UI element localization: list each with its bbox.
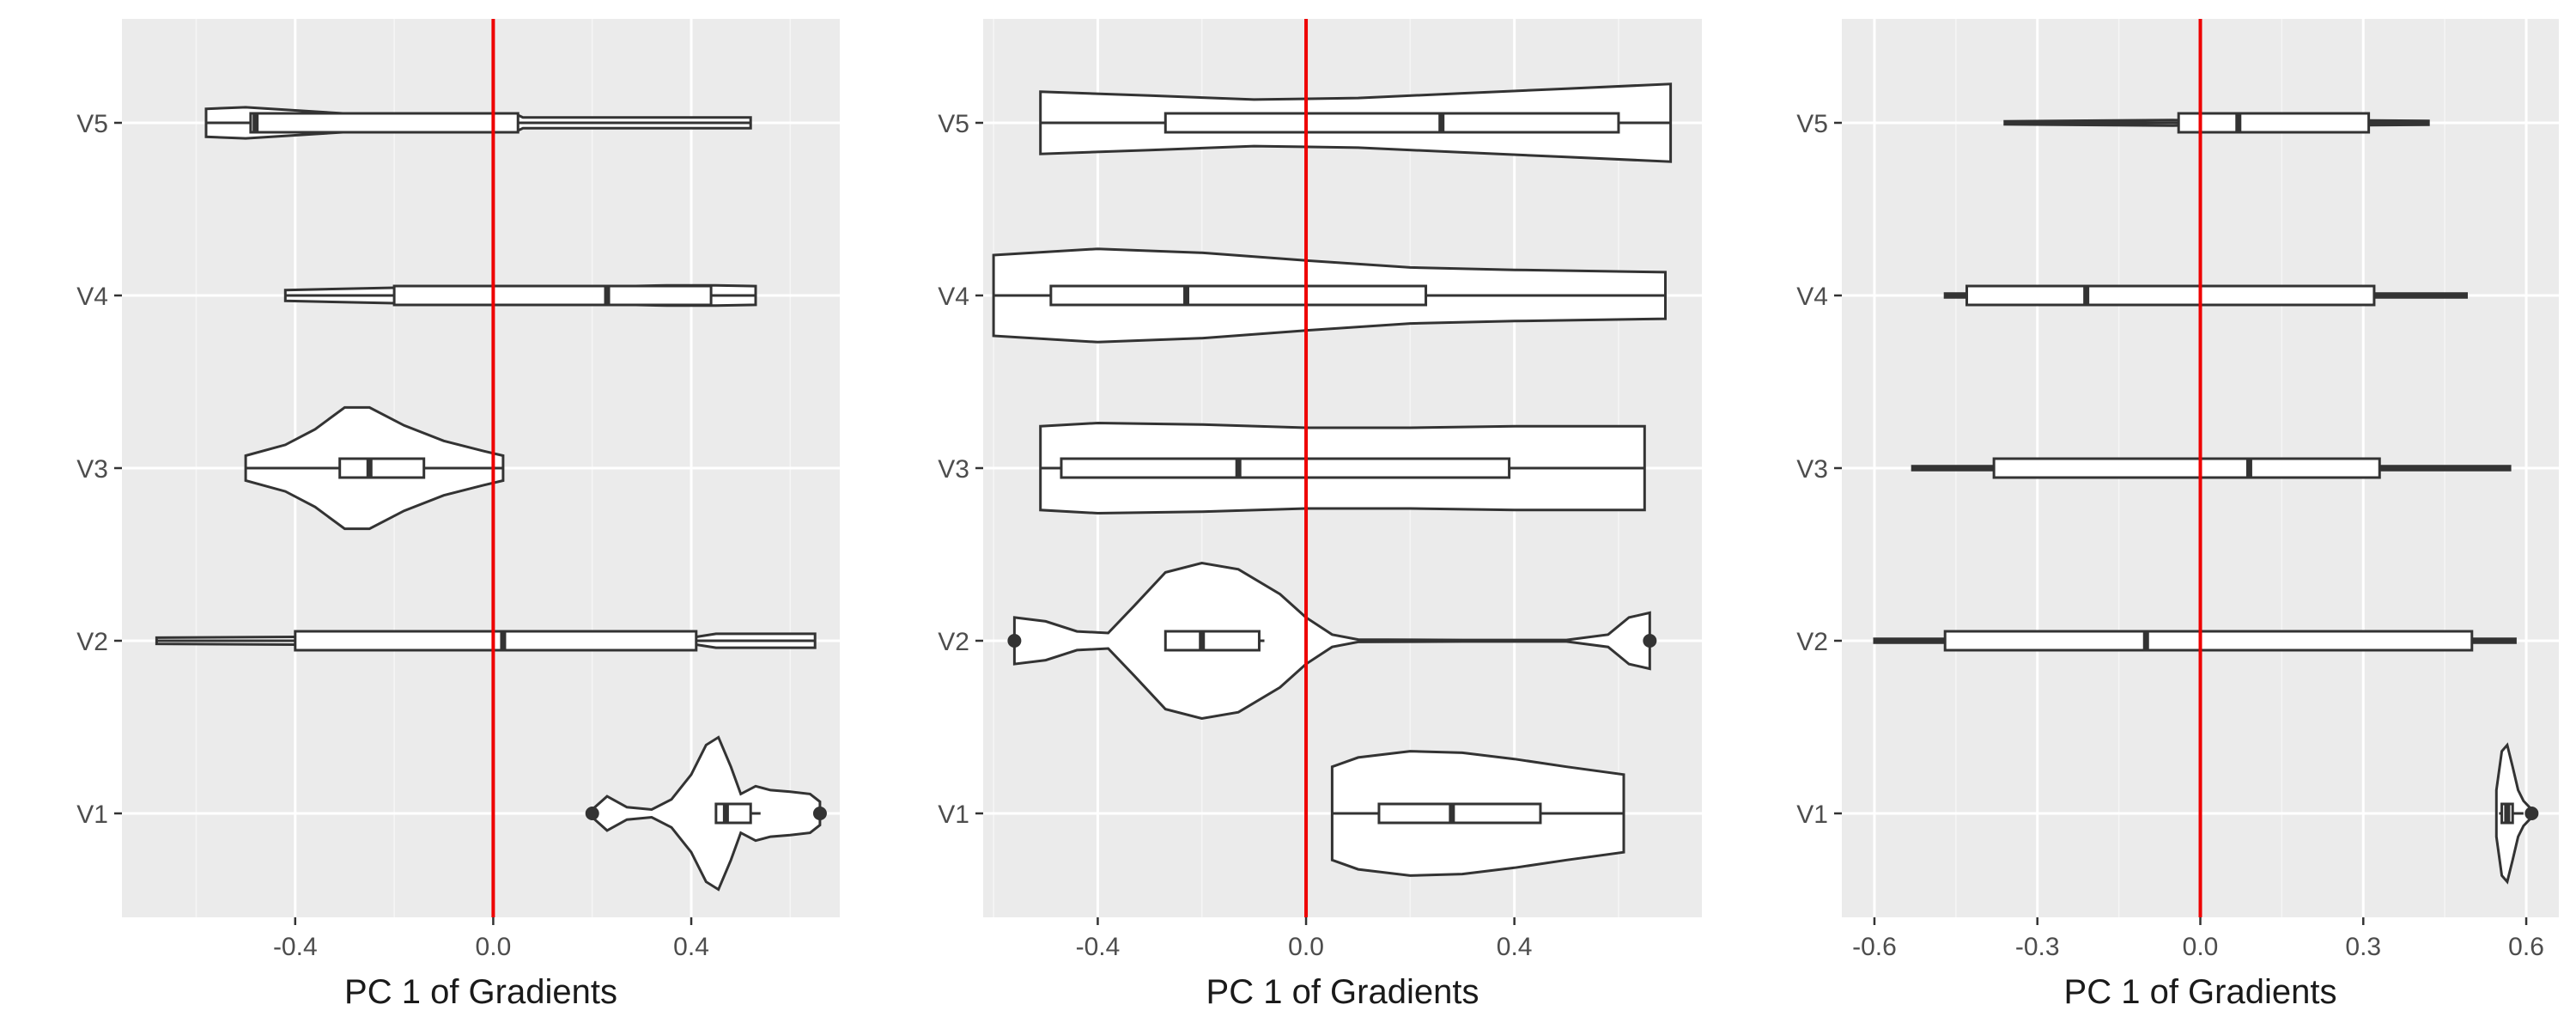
y-tick-label: V1 xyxy=(938,801,969,829)
x-tick-label: 0.6 xyxy=(2508,933,2544,961)
box-iqr xyxy=(249,112,519,134)
violin-V5 xyxy=(1039,82,1673,163)
x-tick-label: 0.3 xyxy=(2345,933,2381,961)
violin-V1 xyxy=(2494,742,2539,885)
box-iqr xyxy=(1163,112,1620,134)
box-iqr xyxy=(1992,457,2381,479)
outlier-point xyxy=(812,807,827,820)
y-tick-label: V1 xyxy=(1796,801,1828,829)
violin-V3 xyxy=(1911,457,2512,479)
panel-3: V1 V2 V3 V4 V5 -0.6 -0.3 0.0 0.3 0.6 PC 1 of Gradi… xyxy=(1796,19,2559,1011)
y-tick-label: V5 xyxy=(76,110,108,138)
x-axis-title: PC 1 of Gradients xyxy=(344,973,617,1011)
violin-outline xyxy=(591,735,822,892)
x-tick-label: -0.3 xyxy=(2015,933,2060,961)
x-axis-title: PC 1 of Gradients xyxy=(1206,973,1479,1011)
y-tick-label: V5 xyxy=(1796,110,1828,138)
y-tick-label: V2 xyxy=(1796,628,1828,656)
x-tick-label: 0.0 xyxy=(476,933,512,961)
x-tick-label: -0.4 xyxy=(1076,933,1121,961)
y-tick-label: V2 xyxy=(76,628,108,656)
x-tick-label: 0.0 xyxy=(1288,933,1324,961)
violin-V5 xyxy=(2003,112,2430,134)
violin-V3 xyxy=(244,405,505,531)
x-tick-label: -0.6 xyxy=(1852,933,1897,961)
y-tick-label: V3 xyxy=(76,455,108,484)
violin-V2 xyxy=(1873,630,2517,652)
x-tick-label: -0.4 xyxy=(273,933,318,961)
y-tick-label: V4 xyxy=(76,283,108,311)
violin-V1 xyxy=(585,735,827,892)
outlier-point xyxy=(1643,634,1657,648)
violin-V4 xyxy=(1943,284,2468,307)
violin-V4 xyxy=(992,247,1667,344)
box-iqr xyxy=(392,284,713,307)
box-iqr xyxy=(1943,630,2474,652)
x-tick-label: 0.4 xyxy=(673,933,709,961)
y-tick-label: V5 xyxy=(938,110,969,138)
violin-V1 xyxy=(1330,750,1625,877)
panel-1: V1 V2 V3 V4 V5 -0.4 0.0 0.4 PC 1 of Gradients xyxy=(76,19,840,1011)
box-iqr xyxy=(294,630,698,652)
outlier-point xyxy=(2524,807,2539,820)
panel-2: V1 V2 V3 V4 V5 -0.4 0.0 0.4 PC 1 of Gradients xyxy=(938,19,1702,1011)
y-tick-label: V4 xyxy=(1796,283,1828,311)
y-tick-label: V3 xyxy=(938,455,969,484)
box-iqr xyxy=(1049,284,1428,307)
y-tick-label: V4 xyxy=(938,283,969,311)
box-iqr xyxy=(1163,630,1261,652)
violin-V2 xyxy=(1007,561,1657,721)
box-iqr xyxy=(1060,457,1511,479)
y-tick-label: V2 xyxy=(938,628,969,656)
x-tick-label: 0.0 xyxy=(2183,933,2219,961)
violin-outline xyxy=(1012,561,1651,721)
violin-V4 xyxy=(283,283,757,307)
box-iqr xyxy=(1965,284,2376,307)
box-iqr xyxy=(2177,112,2371,134)
y-tick-label: V1 xyxy=(76,801,108,829)
y-tick-label: V3 xyxy=(1796,455,1828,484)
x-tick-label: 0.4 xyxy=(1497,933,1533,961)
box-iqr xyxy=(714,802,752,825)
x-axis-title: PC 1 of Gradients xyxy=(2064,973,2337,1011)
violin-V5 xyxy=(204,106,752,140)
box-iqr xyxy=(1377,802,1542,825)
box-iqr xyxy=(338,457,426,479)
violin-V3 xyxy=(1039,421,1646,515)
outlier-point xyxy=(585,807,599,820)
outlier-point xyxy=(1007,634,1022,648)
